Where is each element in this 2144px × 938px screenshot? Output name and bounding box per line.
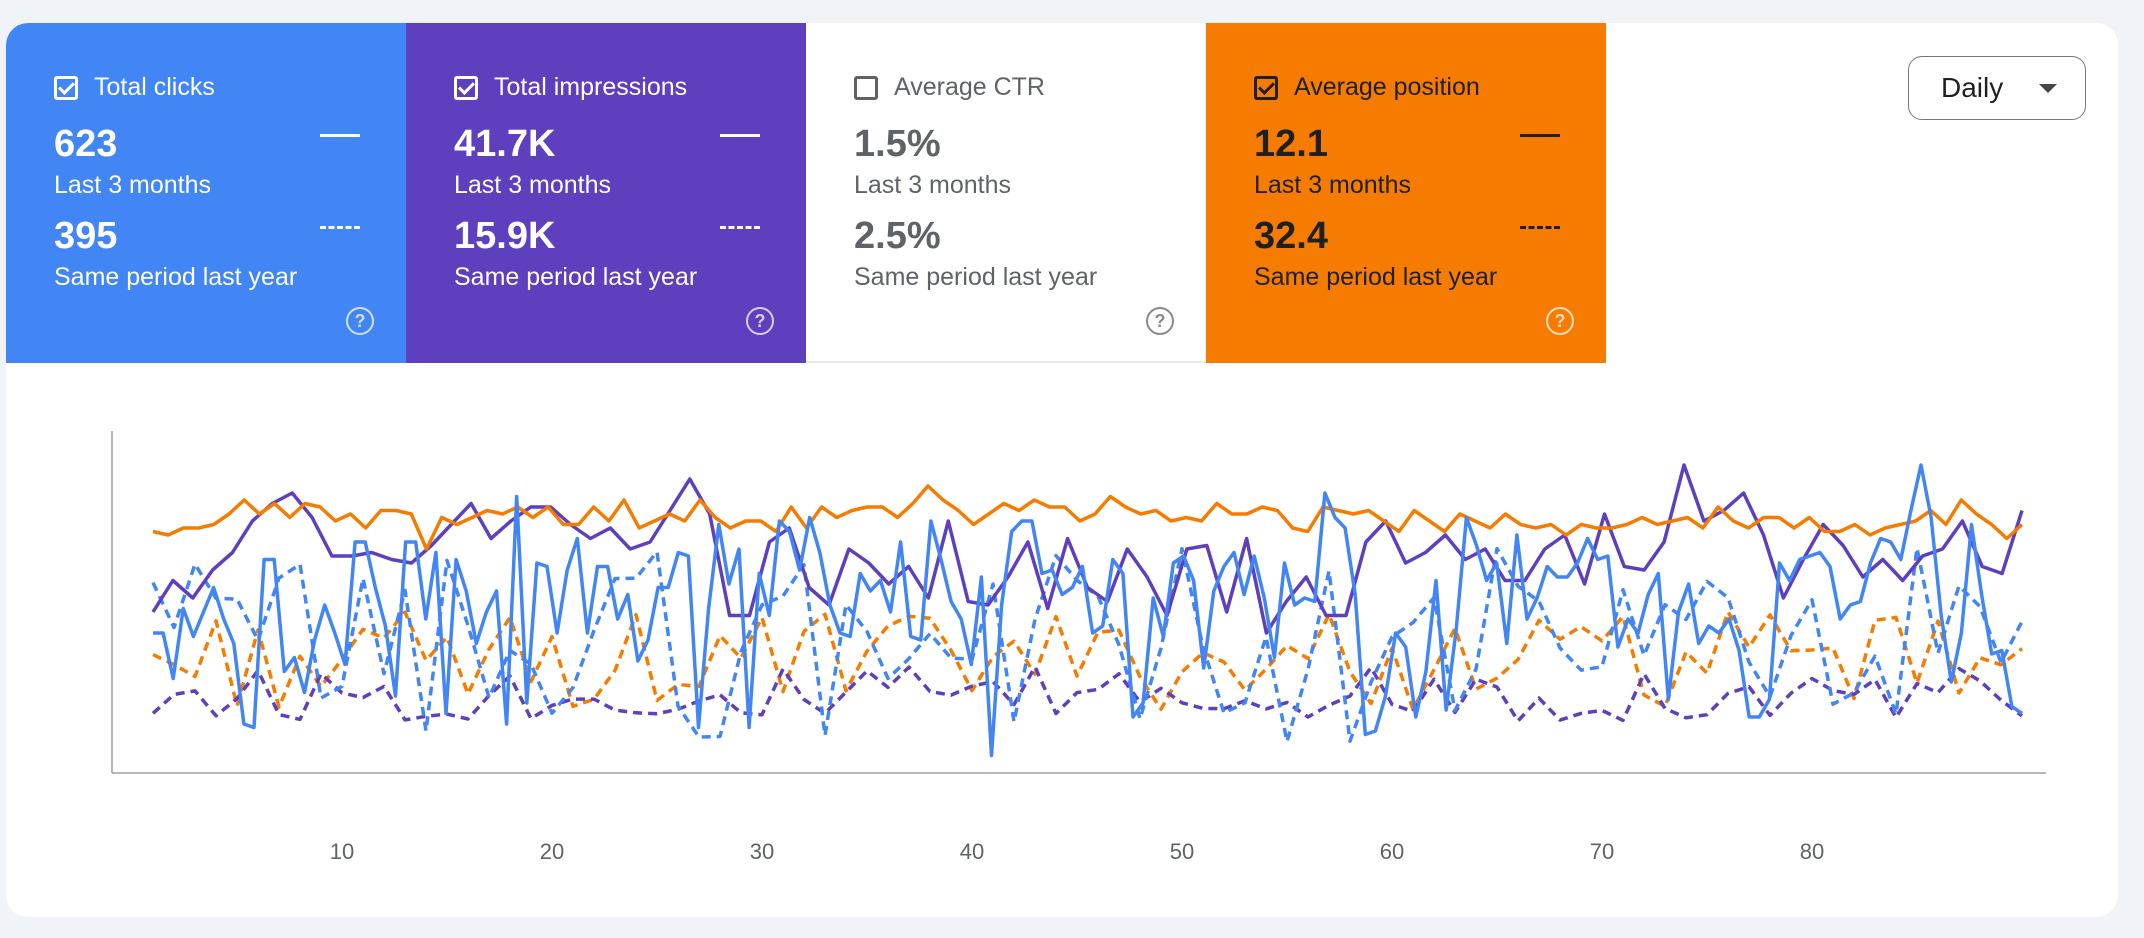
card-compare-period: Same period last year <box>454 263 698 291</box>
help-circle-icon[interactable]: ? <box>746 307 774 335</box>
card-compare-value: 395 <box>54 215 118 257</box>
total-clicks-current-line <box>153 463 2023 758</box>
card-value: 12.1 <box>1254 123 1328 165</box>
metric-cards: Total clicks 623 Last 3 months 395 Same … <box>6 23 1606 363</box>
card-compare-value: 2.5% <box>854 215 941 257</box>
dashed-line-legend-icon <box>720 226 760 229</box>
x-tick-label: 40 <box>960 839 984 864</box>
help-circle-icon[interactable]: ? <box>1146 307 1174 335</box>
checkbox-icon[interactable] <box>854 75 878 100</box>
checkbox-icon[interactable] <box>1254 75 1278 100</box>
card-average-ctr[interactable]: Average CTR 1.5% Last 3 months 2.5% Same… <box>806 23 1206 363</box>
solid-line-legend-icon <box>320 134 360 137</box>
dashed-series-1 <box>151 665 2024 723</box>
card-value: 41.7K <box>454 123 556 165</box>
card-compare-period: Same period last year <box>1254 263 1498 291</box>
card-compare-period: Same period last year <box>54 263 298 291</box>
card-period: Last 3 months <box>54 171 212 199</box>
card-total-clicks[interactable]: Total clicks 623 Last 3 months 395 Same … <box>6 23 406 363</box>
card-title: Average position <box>1294 73 1480 101</box>
tick-layer: 10 20 30 40 50 60 70 80 <box>330 839 1824 864</box>
card-period: Last 3 months <box>454 171 612 199</box>
x-tick-label: 50 <box>1170 839 1194 864</box>
card-compare-value: 15.9K <box>454 215 556 257</box>
series-layer <box>151 463 2024 758</box>
card-average-position[interactable]: Average position 12.1 Last 3 months 32.4… <box>1206 23 1606 363</box>
x-tick-label: 30 <box>750 839 774 864</box>
solid-line-legend-icon <box>1520 134 1560 137</box>
checkbox-icon[interactable] <box>454 75 478 100</box>
x-tick-label: 80 <box>1800 839 1824 864</box>
help-circle-icon[interactable]: ? <box>1546 307 1574 335</box>
x-tick-label: 20 <box>540 839 564 864</box>
x-tick-label: 10 <box>330 839 354 864</box>
average-position-current-line <box>152 484 2024 551</box>
card-header[interactable]: Total impressions <box>454 73 687 102</box>
card-title: Total clicks <box>94 73 215 101</box>
x-tick-label: 60 <box>1380 839 1404 864</box>
card-period: Last 3 months <box>1254 171 1412 199</box>
help-circle-icon[interactable]: ? <box>346 307 374 335</box>
checkbox-icon[interactable] <box>54 75 78 100</box>
card-compare-value: 32.4 <box>1254 215 1328 257</box>
caret-down-icon <box>2039 84 2057 93</box>
card-compare-period: Same period last year <box>854 263 1098 291</box>
card-period: Last 3 months <box>854 171 1012 199</box>
card-header[interactable]: Total clicks <box>54 73 215 102</box>
card-title: Total impressions <box>494 73 688 101</box>
x-tick-label: 70 <box>1590 839 1614 864</box>
card-title: Average CTR <box>894 73 1045 101</box>
card-value: 1.5% <box>854 123 941 165</box>
granularity-dropdown[interactable]: Daily <box>1908 56 2086 120</box>
solid-line-legend-icon <box>720 134 760 137</box>
dashed-line-legend-icon <box>1520 226 1560 229</box>
performance-panel: Total clicks 623 Last 3 months 395 Same … <box>6 23 2118 917</box>
dashed-line-legend-icon <box>320 226 360 229</box>
card-total-impressions[interactable]: Total impressions 41.7K Last 3 months 15… <box>406 23 806 363</box>
card-header[interactable]: Average CTR <box>854 73 1045 102</box>
dashed-series-0 <box>152 610 2024 712</box>
granularity-label: Daily <box>1941 72 2004 103</box>
card-value: 623 <box>54 123 118 165</box>
card-header[interactable]: Average position <box>1254 73 1480 102</box>
performance-chart[interactable]: 10 20 30 40 50 60 70 80 <box>6 23 2118 917</box>
